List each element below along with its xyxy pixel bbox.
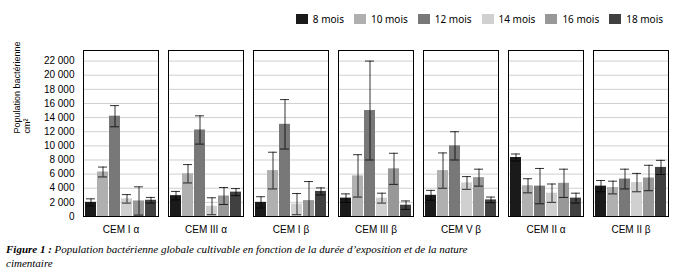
svg-text:10 000: 10 000 <box>44 140 75 151</box>
html-text:Figure 1 : Population bactérie: Figure 1 : Population bactérienne global… <box>6 243 468 255</box>
svg-text:CEM I α: CEM I α <box>103 224 140 235</box>
html-text:18 mois: 18 mois <box>626 11 663 26</box>
svg-text:18 000: 18 000 <box>44 84 75 95</box>
html-text:10 mois: 10 mois <box>370 11 408 26</box>
svg-text:2 000: 2 000 <box>49 197 74 208</box>
svg-text:12 000: 12 000 <box>44 126 75 137</box>
html-text:12 mois: 12 mois <box>434 11 472 26</box>
svg-text:6 000: 6 000 <box>49 168 74 179</box>
svg-text:22 000: 22 000 <box>44 55 75 66</box>
html-text:8 mois: 8 mois <box>312 11 344 26</box>
svg-text:14 000: 14 000 <box>44 112 75 123</box>
svg-text:CEM III β: CEM III β <box>355 224 397 235</box>
svg-text:0: 0 <box>69 211 75 222</box>
svg-text:CEM III α: CEM III α <box>185 224 227 235</box>
html-text:16 mois: 16 mois <box>562 11 600 26</box>
svg-text:CEM II β: CEM II β <box>611 224 650 235</box>
svg-text:CEM V β: CEM V β <box>441 224 481 235</box>
svg-text:16 000: 16 000 <box>44 98 75 109</box>
svg-text:CEM I β: CEM I β <box>273 224 310 235</box>
svg-text:Population bactérienne cultiva: Population bactérienne cultivable pcm² <box>12 40 33 134</box>
html-text:14 mois: 14 mois <box>498 11 536 26</box>
svg-text:8 000: 8 000 <box>49 154 74 165</box>
svg-text:CEM II α: CEM II α <box>526 224 565 235</box>
html-text:cimentaire: cimentaire <box>6 257 53 269</box>
svg-text:4 000: 4 000 <box>49 182 74 193</box>
svg-text:20 000: 20 000 <box>44 69 75 80</box>
